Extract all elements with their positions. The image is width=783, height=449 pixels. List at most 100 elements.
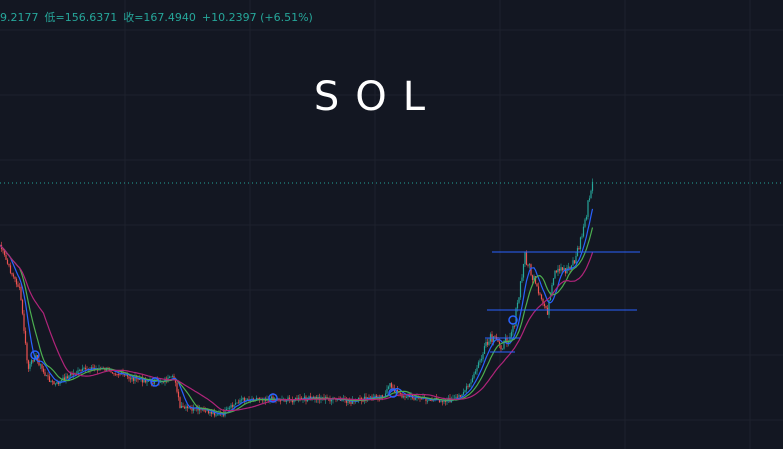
candle-body — [552, 278, 555, 285]
candle-body — [333, 397, 336, 399]
candle-body — [213, 412, 216, 416]
candle-body — [546, 307, 549, 315]
candle-body — [570, 265, 573, 270]
candle-body — [458, 395, 460, 397]
candle-body — [440, 401, 442, 403]
candle-body — [348, 401, 351, 403]
candle-body — [51, 380, 54, 382]
candle-body — [572, 260, 574, 266]
candle-body — [386, 388, 388, 394]
candle-body — [39, 364, 42, 366]
candle-body — [285, 400, 288, 402]
candle-body — [486, 342, 489, 345]
candle-body — [132, 377, 135, 381]
candle-body — [23, 313, 25, 331]
candle-body — [402, 396, 405, 398]
candle-body — [56, 381, 58, 384]
candle-body — [129, 378, 132, 380]
candle-body — [522, 263, 525, 278]
candle-body — [216, 414, 219, 416]
candle-body — [171, 376, 174, 377]
candle-body — [518, 297, 520, 303]
candle-body — [125, 374, 127, 376]
candle-body — [300, 397, 303, 400]
candle-body — [38, 359, 40, 366]
candle-body — [209, 412, 211, 414]
candle-body — [270, 396, 273, 399]
candle-body — [441, 401, 444, 403]
markers — [30, 315, 518, 403]
candle-body — [516, 302, 519, 309]
ohlc-header: 9.2177 低=156.6371 收=167.4940 +10.2397 (+6.5… — [0, 9, 319, 25]
candle-body — [188, 407, 190, 409]
candle-body — [126, 374, 129, 377]
candle-body — [510, 331, 513, 337]
header-item: 9.2177 — [0, 11, 39, 24]
candle-body — [179, 397, 181, 408]
moving-average — [0, 227, 594, 414]
header-item: +10.2397 (+6.51%) — [201, 11, 313, 24]
candle-body — [119, 374, 121, 375]
candle-body — [30, 360, 33, 365]
candle-body — [68, 375, 70, 379]
candle-body — [473, 373, 475, 378]
candle-body — [29, 364, 31, 369]
candle-body — [207, 409, 210, 414]
candle-body — [399, 393, 402, 394]
candle-body — [581, 236, 583, 238]
candle-body — [468, 383, 471, 387]
candle-body — [521, 277, 523, 282]
candle-body — [48, 376, 51, 382]
candle-body — [483, 346, 486, 354]
candle-body — [146, 381, 148, 383]
candle-body — [192, 407, 195, 411]
candle-body — [6, 259, 9, 264]
candle-body — [8, 263, 10, 266]
candle-body — [459, 395, 462, 397]
candle-body — [470, 382, 472, 384]
candle-body — [255, 397, 258, 401]
candle-body — [374, 395, 376, 398]
candle-body — [159, 381, 162, 383]
candle-body — [54, 383, 57, 385]
candle-body — [498, 341, 501, 346]
candle-body — [543, 303, 546, 307]
candle-body — [465, 386, 468, 391]
candle-body — [582, 226, 585, 237]
moving-averages — [0, 208, 594, 415]
candle-body — [548, 300, 550, 315]
candle-body — [339, 400, 342, 401]
candle-body — [429, 399, 432, 401]
candle-body — [485, 342, 487, 347]
candle-body — [461, 394, 463, 397]
candle-body — [143, 380, 145, 383]
candle-body — [116, 374, 118, 375]
header-item: 收=167.4940 — [123, 11, 196, 24]
candle-body — [57, 381, 60, 385]
candle-body — [519, 281, 522, 298]
candle-body — [455, 396, 457, 399]
candle-body — [111, 372, 114, 374]
candle-body — [234, 403, 237, 405]
candle-body — [506, 337, 508, 345]
candle-body — [368, 397, 370, 399]
candle-body — [288, 397, 291, 400]
candle-body — [569, 266, 571, 270]
candle-body — [414, 398, 417, 400]
candle-body — [561, 267, 564, 271]
candle-body — [32, 360, 34, 362]
candle-body — [534, 276, 537, 284]
candle-body — [227, 408, 229, 410]
candle-body — [503, 340, 505, 349]
candle-body — [108, 368, 111, 372]
candle-body — [71, 373, 73, 375]
candle-body — [50, 380, 52, 382]
candle-body — [471, 377, 474, 383]
candle-body — [579, 237, 582, 250]
candle-body — [504, 337, 507, 341]
candle-body — [203, 408, 205, 411]
candle-body — [212, 412, 214, 414]
